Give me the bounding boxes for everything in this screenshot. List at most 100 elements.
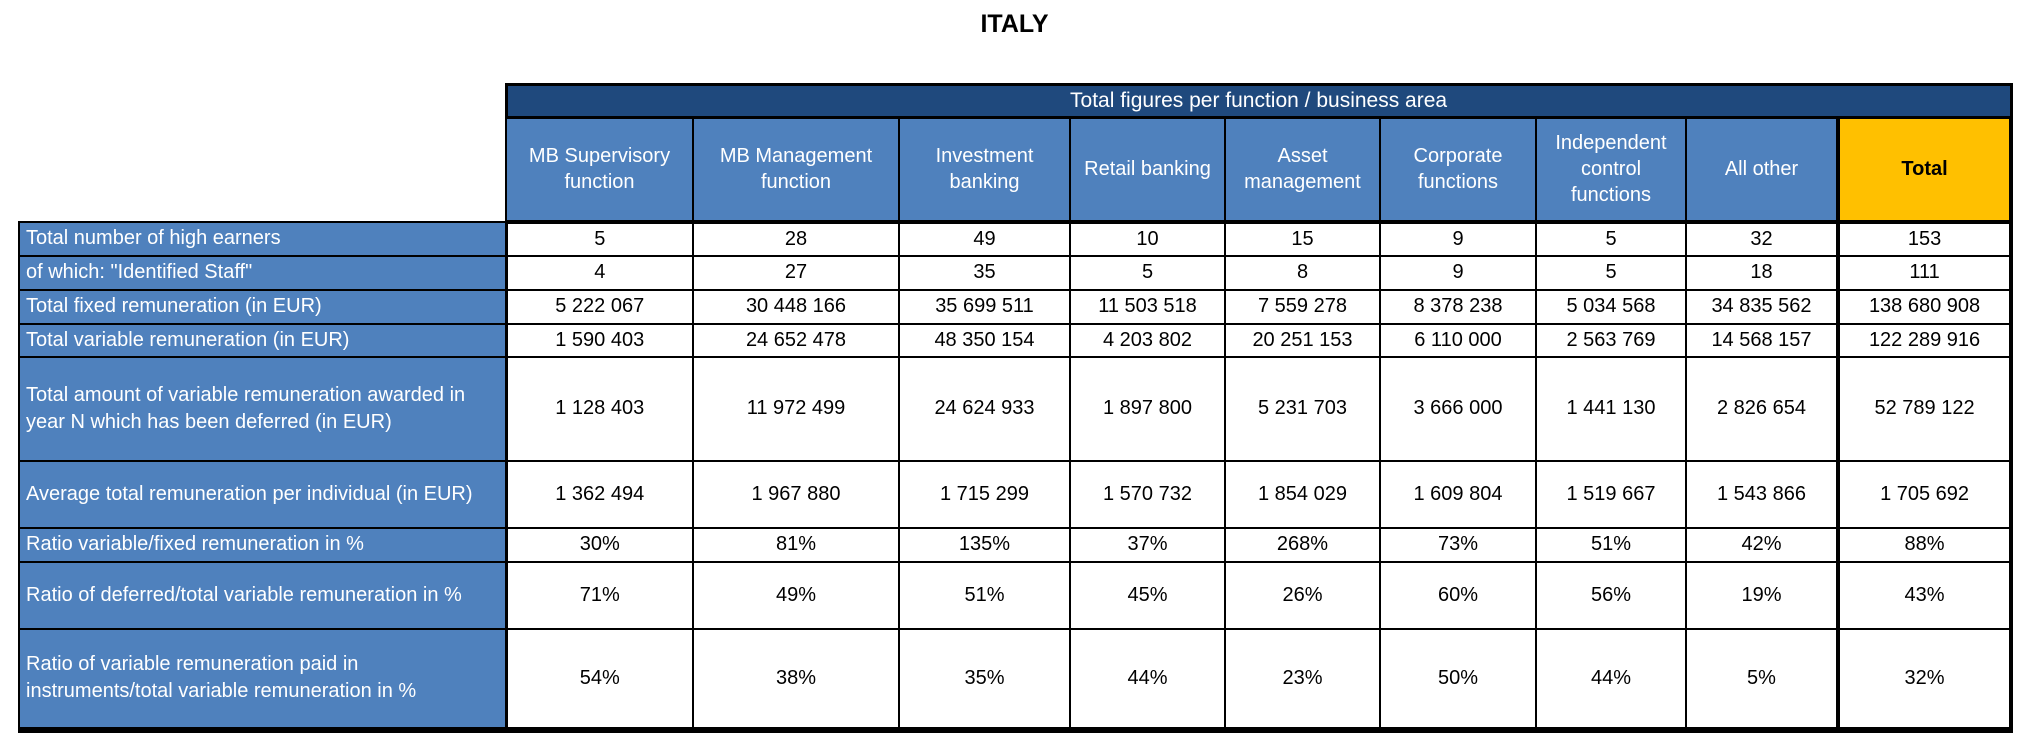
- data-cell: 1 590 403: [505, 322, 694, 358]
- data-cell: 20 251 153: [1224, 322, 1381, 358]
- data-cell: 1 570 732: [1069, 459, 1226, 529]
- data-cell: 5 222 067: [505, 288, 694, 325]
- table-row: Ratio of deferred/total variable remuner…: [18, 560, 2014, 630]
- row-label: Total amount of variable remuneration aw…: [18, 355, 508, 462]
- data-cell: 51%: [1535, 526, 1687, 563]
- data-cell: 6 110 000: [1379, 322, 1537, 358]
- column-header-all-other: All other: [1685, 116, 1839, 224]
- data-cell: 1 128 403: [505, 355, 694, 462]
- data-cell: 1 715 299: [898, 459, 1071, 529]
- data-cell: 51%: [898, 560, 1071, 630]
- data-cell: 50%: [1379, 627, 1537, 733]
- corner-spacer: [19, 85, 506, 222]
- data-cell: 14 568 157: [1685, 322, 1839, 358]
- data-cell: 3 666 000: [1379, 355, 1537, 462]
- data-cell: 11 972 499: [692, 355, 900, 462]
- data-cell-total: 122 289 916: [1835, 322, 2014, 358]
- data-cell: 26%: [1224, 560, 1381, 630]
- data-cell: 5 034 568: [1535, 288, 1687, 325]
- band-title: Total figures per function / business ar…: [504, 83, 2013, 119]
- row-label: of which: "Identified Staff": [18, 254, 508, 291]
- data-cell: 60%: [1379, 560, 1537, 630]
- data-cell: 268%: [1224, 526, 1381, 563]
- data-cell: 35%: [898, 627, 1071, 733]
- table-row: Average total remuneration per individua…: [18, 459, 2014, 529]
- row-label: Average total remuneration per individua…: [18, 459, 508, 529]
- data-cell: 8: [1224, 254, 1381, 291]
- data-cell-total: 111: [1835, 254, 2014, 291]
- data-cell: 35: [898, 254, 1071, 291]
- table-row: Total fixed remuneration (in EUR) 5 222 …: [18, 288, 2014, 325]
- table-row: Total number of high earners 5 28 49 10 …: [18, 220, 2014, 257]
- data-cell: 48 350 154: [898, 322, 1071, 358]
- data-cell: 73%: [1379, 526, 1537, 563]
- data-cell: 30 448 166: [692, 288, 900, 325]
- data-cell: 71%: [505, 560, 694, 630]
- data-table: Total figures per function / business ar…: [18, 83, 2014, 733]
- page-title: ITALY: [980, 10, 1049, 38]
- data-cell: 18: [1685, 254, 1839, 291]
- row-label: Ratio variable/fixed remuneration in %: [18, 526, 508, 563]
- data-cell: 37%: [1069, 526, 1226, 563]
- data-cell: 54%: [505, 627, 694, 733]
- band-row: Total figures per function / business ar…: [19, 83, 2013, 119]
- data-cell: 5: [1535, 254, 1687, 291]
- data-cell: 19%: [1685, 560, 1839, 630]
- column-header-total: Total: [1835, 116, 2014, 224]
- table-row: of which: "Identified Staff" 4 27 35 5 8…: [18, 254, 2014, 291]
- data-cell: 56%: [1535, 560, 1687, 630]
- data-cell-total: 138 680 908: [1835, 288, 2014, 325]
- data-cell: 135%: [898, 526, 1071, 563]
- data-cell: 11 503 518: [1069, 288, 1226, 325]
- data-cell: 27: [692, 254, 900, 291]
- data-cell: 38%: [692, 627, 900, 733]
- row-label: Total fixed remuneration (in EUR): [18, 288, 508, 325]
- data-cell: 44%: [1069, 627, 1226, 733]
- row-label: Total number of high earners: [18, 220, 508, 257]
- data-cell: 44%: [1535, 627, 1687, 733]
- data-cell-total: 88%: [1835, 526, 2014, 563]
- data-cell: 1 967 880: [692, 459, 900, 529]
- column-header-corporate-functions: Corporate functions: [1379, 116, 1537, 224]
- row-label: Total variable remuneration (in EUR): [18, 322, 508, 358]
- table-row: Ratio of variable remuneration paid in i…: [18, 627, 2014, 733]
- data-cell: 81%: [692, 526, 900, 563]
- data-cell: 24 652 478: [692, 322, 900, 358]
- data-cell: 1 362 494: [505, 459, 694, 529]
- column-header-independent-control: Independent control functions: [1535, 116, 1687, 224]
- data-cell: 2 563 769: [1535, 322, 1687, 358]
- data-cell: 5: [505, 220, 694, 257]
- data-cell: 30%: [505, 526, 694, 563]
- data-cell: 9: [1379, 220, 1537, 257]
- table-row: Ratio variable/fixed remuneration in % 3…: [18, 526, 2014, 563]
- data-cell: 5: [1069, 254, 1226, 291]
- table-row: Total amount of variable remuneration aw…: [18, 355, 2014, 462]
- column-header-mb-supervisory: MB Supervisory function: [505, 116, 694, 224]
- data-cell: 7 559 278: [1224, 288, 1381, 325]
- data-cell-total: 43%: [1835, 560, 2014, 630]
- row-label: Ratio of deferred/total variable remuner…: [18, 560, 508, 630]
- column-header-asset-management: Asset management: [1224, 116, 1381, 224]
- data-cell: 8 378 238: [1379, 288, 1537, 325]
- data-cell-total: 32%: [1835, 627, 2014, 733]
- data-cell: 35 699 511: [898, 288, 1071, 325]
- remuneration-table: Total figures per function / business ar…: [18, 83, 2014, 733]
- data-cell: 15: [1224, 220, 1381, 257]
- row-label: Ratio of variable remuneration paid in i…: [18, 627, 508, 733]
- data-cell: 1 519 667: [1535, 459, 1687, 529]
- data-cell: 1 441 130: [1535, 355, 1687, 462]
- column-header-row: MB Supervisory function MB Management fu…: [19, 116, 2014, 224]
- data-cell: 5: [1535, 220, 1687, 257]
- data-cell: 1 609 804: [1379, 459, 1537, 529]
- data-cell: 32: [1685, 220, 1839, 257]
- data-cell: 5 231 703: [1224, 355, 1381, 462]
- data-cell: 34 835 562: [1685, 288, 1839, 325]
- data-cell-total: 153: [1835, 220, 2014, 257]
- data-cell: 4 203 802: [1069, 322, 1226, 358]
- column-header-retail-banking: Retail banking: [1069, 116, 1226, 224]
- data-cell: 49%: [692, 560, 900, 630]
- data-cell: 1 897 800: [1069, 355, 1226, 462]
- table-row: Total variable remuneration (in EUR) 1 5…: [18, 322, 2014, 358]
- data-cell: 2 826 654: [1685, 355, 1839, 462]
- data-cell: 24 624 933: [898, 355, 1071, 462]
